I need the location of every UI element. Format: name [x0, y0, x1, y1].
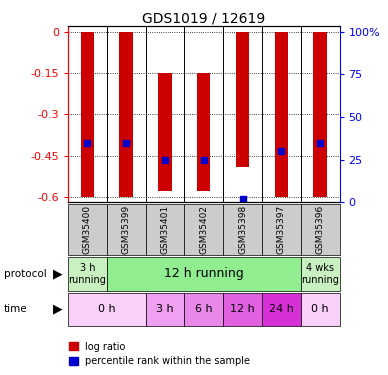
- Bar: [146, 292, 184, 326]
- Text: 12 h: 12 h: [230, 304, 255, 314]
- Text: GSM35398: GSM35398: [238, 205, 247, 254]
- Text: 0 h: 0 h: [98, 304, 116, 314]
- Text: GSM35400: GSM35400: [83, 205, 92, 254]
- Text: protocol: protocol: [4, 269, 47, 279]
- Bar: [68, 204, 107, 255]
- Text: ▶: ▶: [54, 267, 63, 280]
- Text: ▶: ▶: [54, 303, 63, 316]
- Text: GSM35396: GSM35396: [315, 205, 325, 254]
- Bar: [262, 204, 301, 255]
- Bar: [146, 204, 184, 255]
- Text: 12 h running: 12 h running: [164, 267, 244, 280]
- Text: time: time: [4, 304, 28, 314]
- Text: 24 h: 24 h: [269, 304, 294, 314]
- Bar: [107, 257, 301, 291]
- Bar: [68, 292, 146, 326]
- Bar: [158, 73, 171, 192]
- Text: GSM35399: GSM35399: [121, 205, 131, 254]
- Bar: [184, 204, 223, 255]
- Text: 0 h: 0 h: [311, 304, 329, 314]
- Bar: [262, 292, 301, 326]
- Bar: [120, 32, 133, 197]
- Text: 6 h: 6 h: [195, 304, 213, 314]
- Bar: [184, 292, 223, 326]
- Bar: [301, 204, 340, 255]
- Bar: [107, 204, 146, 255]
- Bar: [275, 32, 288, 197]
- Bar: [236, 32, 249, 167]
- Text: GSM35402: GSM35402: [199, 205, 208, 254]
- Bar: [223, 204, 262, 255]
- Bar: [301, 257, 340, 291]
- Title: GDS1019 / 12619: GDS1019 / 12619: [142, 11, 265, 25]
- Bar: [314, 32, 327, 197]
- Text: GSM35397: GSM35397: [277, 205, 286, 254]
- Text: 3 h: 3 h: [156, 304, 174, 314]
- Bar: [223, 292, 262, 326]
- Bar: [301, 292, 340, 326]
- Bar: [80, 32, 94, 197]
- Text: GSM35401: GSM35401: [160, 205, 170, 254]
- Text: 3 h
running: 3 h running: [68, 263, 106, 285]
- Text: 4 wks
running: 4 wks running: [301, 263, 339, 285]
- Bar: [68, 257, 107, 291]
- Legend: log ratio, percentile rank within the sample: log ratio, percentile rank within the sa…: [69, 342, 250, 366]
- Bar: [197, 73, 211, 192]
